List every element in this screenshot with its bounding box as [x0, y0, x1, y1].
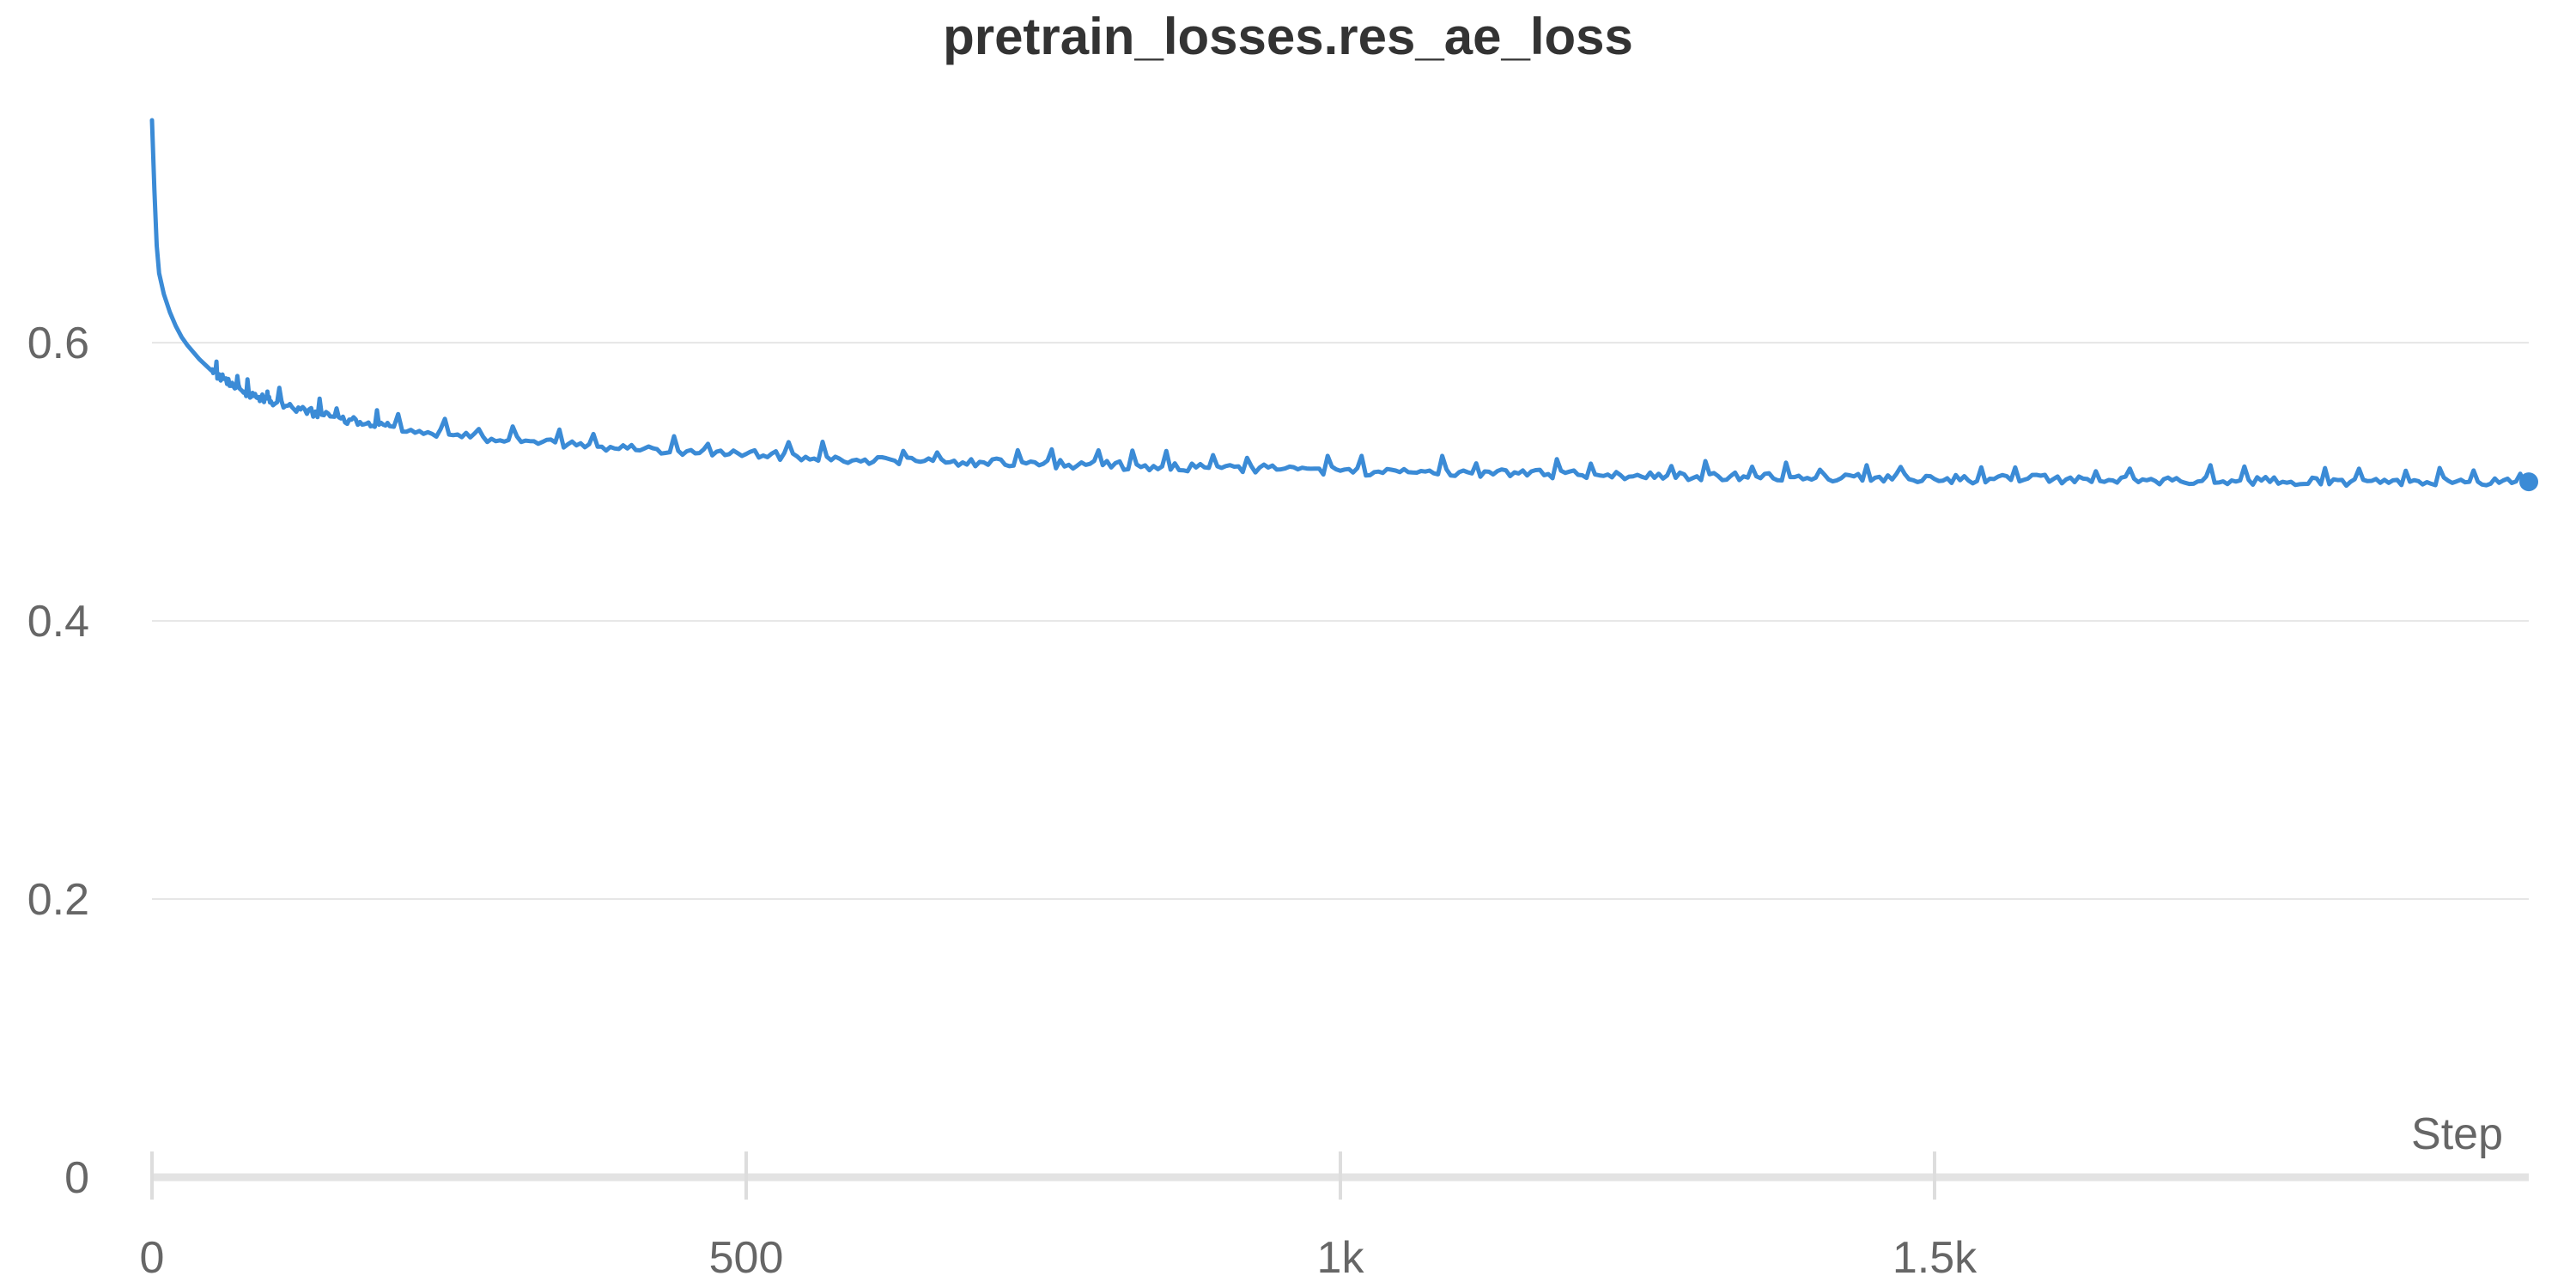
series-layer: [149, 118, 2538, 492]
y-axis: 0 0.2 0.4 0.6: [27, 319, 89, 1203]
y-tick-label: 0.2: [27, 875, 89, 925]
y-tick-label: 0.4: [27, 597, 89, 647]
series-end-point: [2519, 472, 2538, 492]
y-tick-label: 0: [64, 1153, 89, 1203]
chart-title: pretrain_losses.res_ae_loss: [943, 8, 1633, 65]
series-line: [149, 118, 2531, 489]
x-tick-label: 0: [140, 1233, 165, 1283]
x-tick-label: 500: [709, 1233, 784, 1283]
y-tick-label: 0.6: [27, 319, 89, 368]
x-tick-label: 1k: [1317, 1233, 1365, 1283]
x-axis-title: Step: [2411, 1109, 2503, 1159]
x-tick-label: 1.5k: [1893, 1233, 1978, 1283]
x-axis: 0 500 1k 1.5k: [140, 1151, 2529, 1283]
gridlines: [152, 342, 2529, 901]
